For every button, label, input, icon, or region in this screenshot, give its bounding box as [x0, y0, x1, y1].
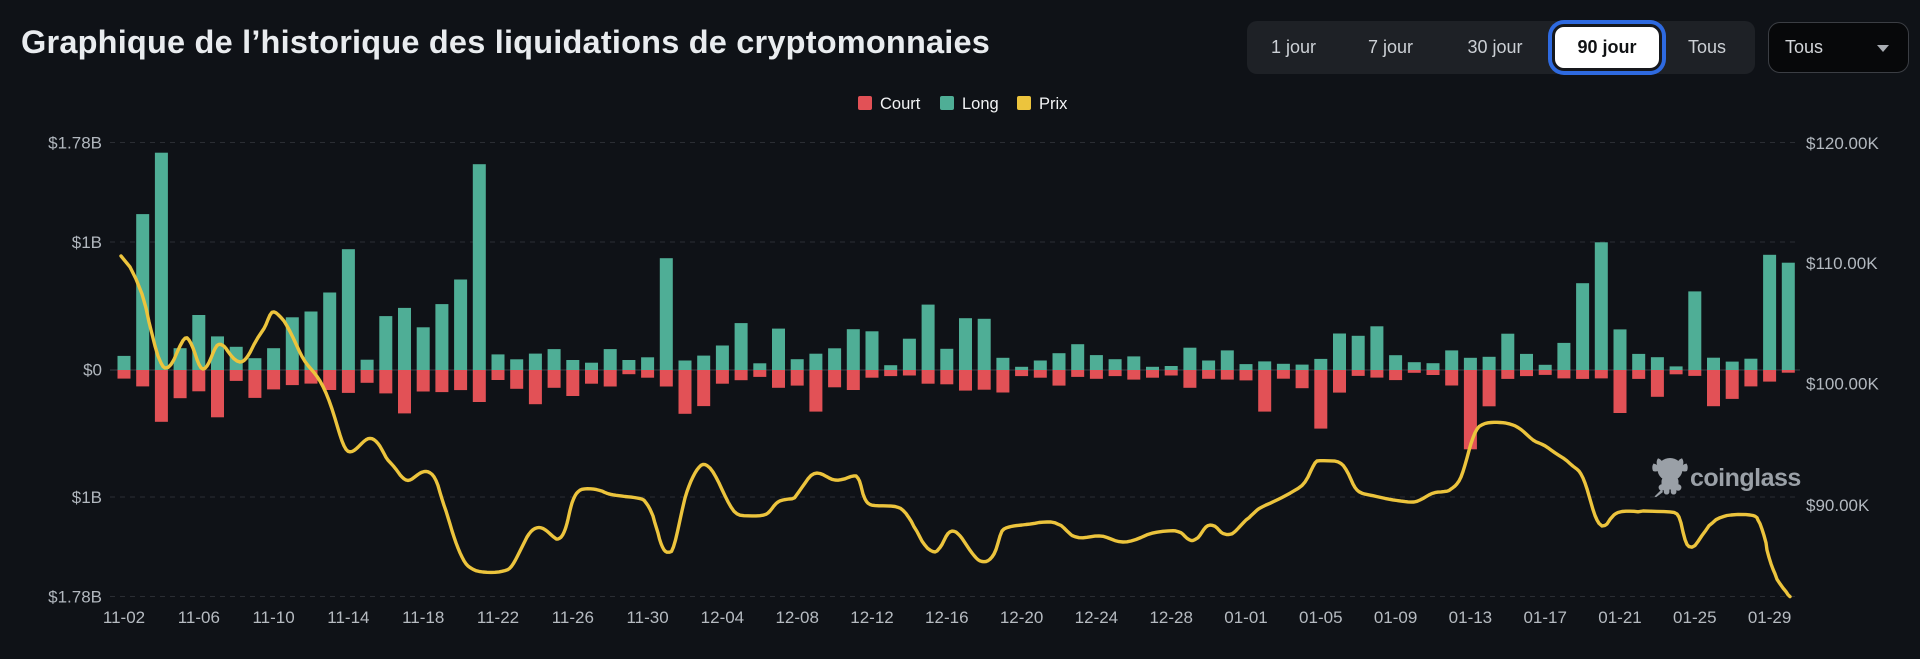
svg-text:$110.00K: $110.00K — [1806, 254, 1878, 273]
svg-text:01-25: 01-25 — [1673, 608, 1716, 627]
svg-text:01-01: 01-01 — [1224, 608, 1267, 627]
svg-text:$100.00K: $100.00K — [1806, 375, 1879, 394]
svg-text:01-13: 01-13 — [1449, 608, 1492, 627]
svg-text:12-16: 12-16 — [925, 608, 968, 627]
svg-text:$0: $0 — [83, 361, 102, 380]
svg-text:$1B: $1B — [72, 233, 102, 252]
svg-text:$120.00K: $120.00K — [1806, 134, 1879, 153]
svg-text:12-24: 12-24 — [1075, 608, 1118, 627]
svg-text:11-14: 11-14 — [327, 608, 369, 627]
svg-text:12-04: 12-04 — [701, 608, 744, 627]
svg-text:11-30: 11-30 — [626, 608, 668, 627]
svg-text:11-02: 11-02 — [103, 608, 145, 627]
svg-text:11-10: 11-10 — [252, 608, 294, 627]
svg-text:$1.78B: $1.78B — [48, 588, 102, 607]
svg-text:11-06: 11-06 — [178, 608, 220, 627]
svg-text:$1.78B: $1.78B — [48, 134, 102, 153]
svg-text:01-17: 01-17 — [1523, 608, 1566, 627]
svg-text:01-21: 01-21 — [1598, 608, 1641, 627]
svg-text:12-28: 12-28 — [1149, 608, 1192, 627]
svg-text:12-12: 12-12 — [850, 608, 893, 627]
svg-text:12-20: 12-20 — [1000, 608, 1043, 627]
svg-text:11-26: 11-26 — [552, 608, 594, 627]
svg-text:01-09: 01-09 — [1374, 608, 1417, 627]
svg-text:11-18: 11-18 — [402, 608, 444, 627]
svg-text:coinglass: coinglass — [1690, 464, 1801, 492]
svg-text:Prix: Prix — [1039, 95, 1068, 113]
svg-text:$90.00K: $90.00K — [1806, 496, 1870, 515]
svg-text:11-22: 11-22 — [477, 608, 519, 627]
svg-text:12-08: 12-08 — [775, 608, 818, 627]
svg-text:Court: Court — [880, 95, 921, 113]
svg-text:01-05: 01-05 — [1299, 608, 1342, 627]
svg-text:$1B: $1B — [72, 488, 102, 507]
svg-text:Long: Long — [962, 95, 999, 113]
svg-text:01-29: 01-29 — [1748, 608, 1791, 627]
